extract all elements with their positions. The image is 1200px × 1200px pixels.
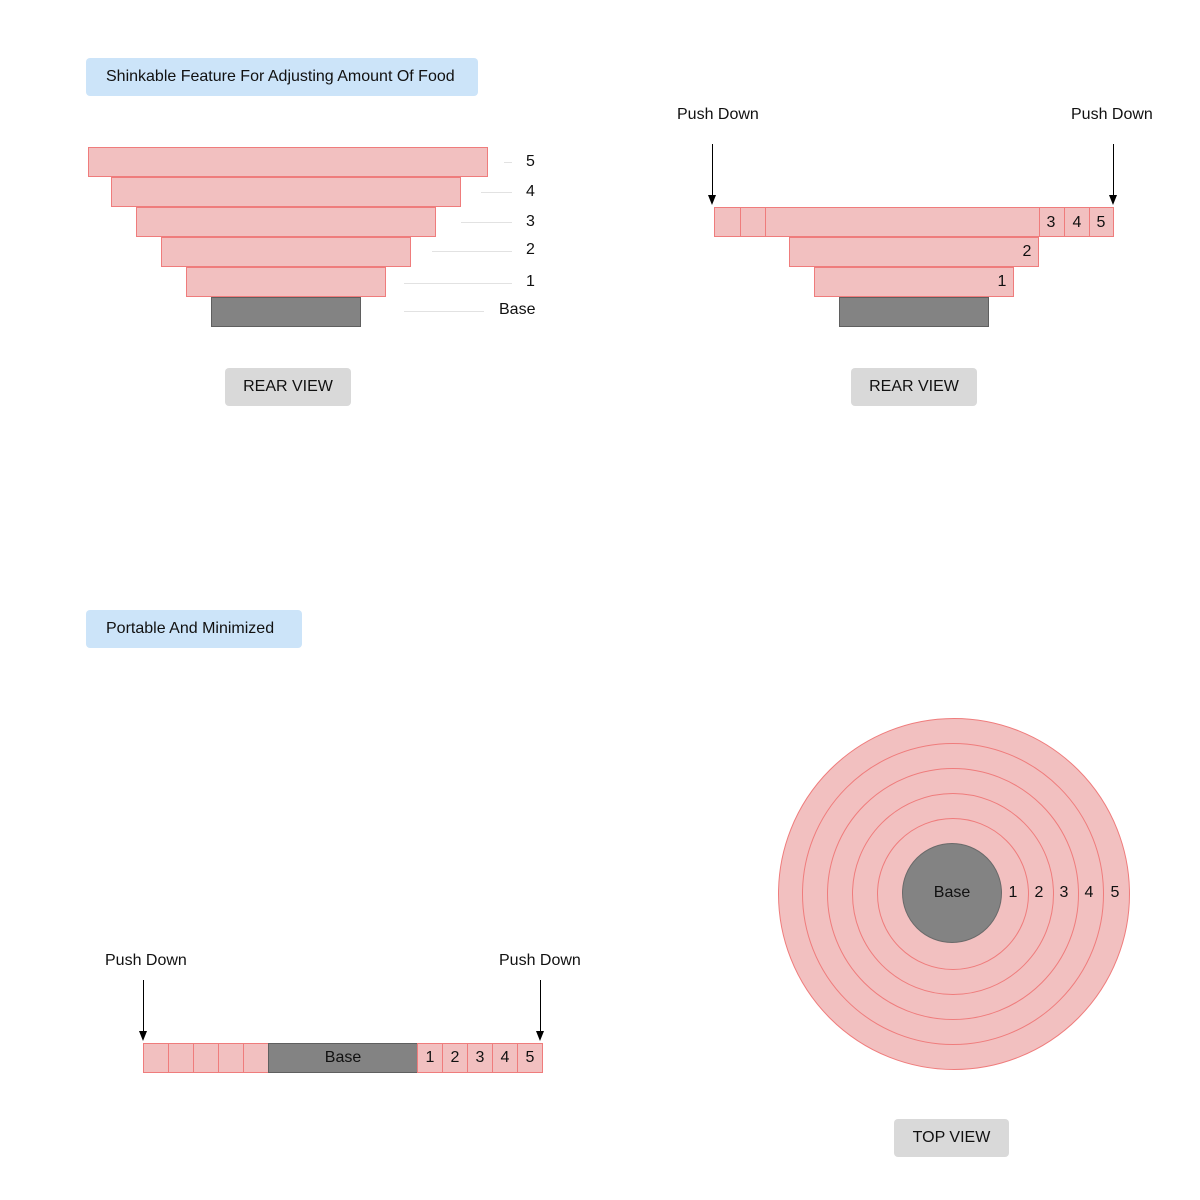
section-title-portable: Portable And Minimized bbox=[86, 610, 302, 648]
right-cell-5: 5 bbox=[517, 1043, 543, 1073]
tier-5-left-edge bbox=[714, 207, 741, 237]
tier-4-left-edge bbox=[740, 207, 766, 237]
push-down-label-left: Push Down bbox=[677, 106, 759, 123]
leader-line-5 bbox=[504, 162, 512, 163]
tier-3 bbox=[136, 207, 436, 237]
tier-number-2: 2 bbox=[1022, 243, 1032, 260]
push-down-label-left: Push Down bbox=[105, 952, 187, 969]
top-view-button[interactable]: TOP VIEW bbox=[894, 1119, 1009, 1157]
flat-base-cell: Base bbox=[268, 1043, 418, 1073]
push-down-label-right: Push Down bbox=[499, 952, 581, 969]
right-cell-1: 1 bbox=[417, 1043, 443, 1073]
right-cell-2: 2 bbox=[442, 1043, 468, 1073]
tier-number-3: 3 bbox=[1046, 214, 1056, 231]
arrow-head-down-icon bbox=[139, 1031, 147, 1041]
left-cell-1 bbox=[243, 1043, 269, 1073]
tier-label-2: 2 bbox=[526, 241, 535, 258]
tier-5 bbox=[88, 147, 488, 177]
ring-label-2: 2 bbox=[1034, 884, 1044, 901]
left-cell-2 bbox=[218, 1043, 244, 1073]
tier-label-1: 1 bbox=[526, 273, 535, 290]
ring-base bbox=[902, 843, 1002, 943]
leader-line-4 bbox=[481, 192, 512, 193]
tier-2 bbox=[161, 237, 411, 267]
tier-1 bbox=[186, 267, 386, 297]
tier-3-right-edge bbox=[1039, 207, 1065, 237]
push-down-label-right: Push Down bbox=[1071, 106, 1153, 123]
rear-view-button-left[interactable]: REAR VIEW bbox=[225, 368, 351, 406]
leader-line-1 bbox=[404, 283, 512, 284]
arrow-head-down-icon bbox=[1109, 195, 1117, 205]
tier-1 bbox=[814, 267, 1014, 297]
tier-label-3: 3 bbox=[526, 213, 535, 230]
base-block bbox=[211, 297, 361, 327]
ring-label-5: 5 bbox=[1110, 884, 1120, 901]
arrow-head-down-icon bbox=[708, 195, 716, 205]
ring-label-3: 3 bbox=[1059, 884, 1069, 901]
base-label: Base bbox=[499, 301, 536, 318]
left-cell-3 bbox=[193, 1043, 219, 1073]
tier-label-5: 5 bbox=[526, 153, 535, 170]
ring-base-label: Base bbox=[933, 884, 971, 901]
tier-number-1: 1 bbox=[997, 273, 1007, 290]
base-block bbox=[839, 297, 989, 327]
leader-line-3 bbox=[461, 222, 512, 223]
tier-number-5: 5 bbox=[1096, 214, 1106, 231]
tier-4 bbox=[111, 177, 461, 207]
push-down-arrow-left bbox=[143, 980, 144, 1032]
leader-line-base bbox=[404, 311, 484, 312]
push-down-arrow-right bbox=[1113, 144, 1114, 196]
tier-5-right-edge bbox=[1089, 207, 1114, 237]
leader-line-2 bbox=[432, 251, 512, 252]
left-cell-5 bbox=[143, 1043, 169, 1073]
tier-number-4: 4 bbox=[1072, 214, 1082, 231]
tier-label-4: 4 bbox=[526, 183, 535, 200]
right-cell-4: 4 bbox=[492, 1043, 518, 1073]
left-cell-4 bbox=[168, 1043, 194, 1073]
tier-2 bbox=[789, 237, 1039, 267]
right-cell-3: 3 bbox=[467, 1043, 493, 1073]
arrow-head-down-icon bbox=[536, 1031, 544, 1041]
ring-label-4: 4 bbox=[1084, 884, 1094, 901]
section-title-adjust: Shinkable Feature For Adjusting Amount O… bbox=[86, 58, 478, 96]
push-down-arrow-left bbox=[712, 144, 713, 196]
rear-view-button-right[interactable]: REAR VIEW bbox=[851, 368, 977, 406]
push-down-arrow-right bbox=[540, 980, 541, 1032]
ring-label-1: 1 bbox=[1008, 884, 1018, 901]
